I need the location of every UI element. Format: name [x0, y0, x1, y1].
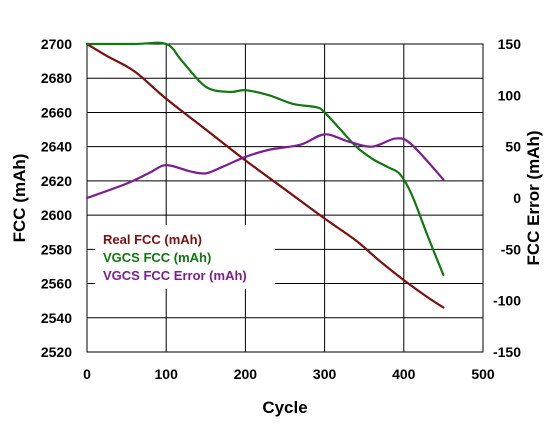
y2-tick-label: 100 — [498, 87, 522, 103]
y2-axis-tick-labels: -150 -100 -50 0 50 100 150 — [493, 36, 521, 360]
y-tick-label: 2560 — [41, 276, 72, 292]
legend-entry-vgcs-fcc: VGCS FCC (mAh) — [103, 250, 211, 265]
series-line-vgcs-fcc-error — [85, 133, 445, 200]
y-tick-label: 2620 — [41, 173, 72, 189]
y-tick-label: 2700 — [41, 36, 72, 52]
y2-axis-title: FCC Error (mAh) — [524, 130, 543, 265]
y-tick-label: 2600 — [41, 207, 72, 223]
y2-tick-label: 50 — [505, 139, 521, 155]
x-tick-label: 0 — [83, 366, 91, 382]
plot-area — [87, 44, 483, 352]
y-tick-label: 2520 — [41, 344, 72, 360]
x-axis-title: Cycle — [262, 398, 307, 417]
y2-tick-label: -50 — [501, 241, 521, 257]
legend-box — [95, 225, 275, 289]
y-tick-label: 2680 — [41, 70, 72, 86]
y2-tick-label: -150 — [493, 344, 521, 360]
y-tick-label: 2660 — [41, 104, 72, 120]
series-line-real-fcc — [85, 42, 445, 309]
y2-tick-label: 0 — [513, 190, 521, 206]
y2-tick-label: 150 — [498, 36, 522, 52]
x-tick-label: 100 — [155, 366, 179, 382]
legend-entry-real-fcc: Real FCC (mAh) — [103, 232, 202, 247]
legend: Real FCC (mAh) VGCS FCC (mAh) VGCS FCC E… — [95, 225, 275, 289]
x-tick-label: 400 — [392, 366, 416, 382]
legend-entry-vgcs-fcc-error: VGCS FCC Error (mAh) — [103, 268, 247, 283]
y-tick-label: 2640 — [41, 139, 72, 155]
x-tick-label: 500 — [471, 366, 495, 382]
x-tick-label: 300 — [313, 366, 337, 382]
y-tick-label: 2580 — [41, 241, 72, 257]
y2-tick-label: -100 — [493, 293, 521, 309]
series-line-vgcs-fcc — [85, 41, 445, 277]
x-tick-label: 200 — [234, 366, 258, 382]
y-tick-label: 2540 — [41, 310, 72, 326]
y-axis-tick-labels: 2520 2540 2560 2580 2600 2620 2640 2660 2680 2700 — [41, 36, 72, 360]
series-lines — [85, 41, 445, 309]
x-axis-tick-labels: 0 100 200 300 400 500 — [83, 366, 495, 382]
y-axis-title: FCC (mAh) — [10, 154, 29, 243]
